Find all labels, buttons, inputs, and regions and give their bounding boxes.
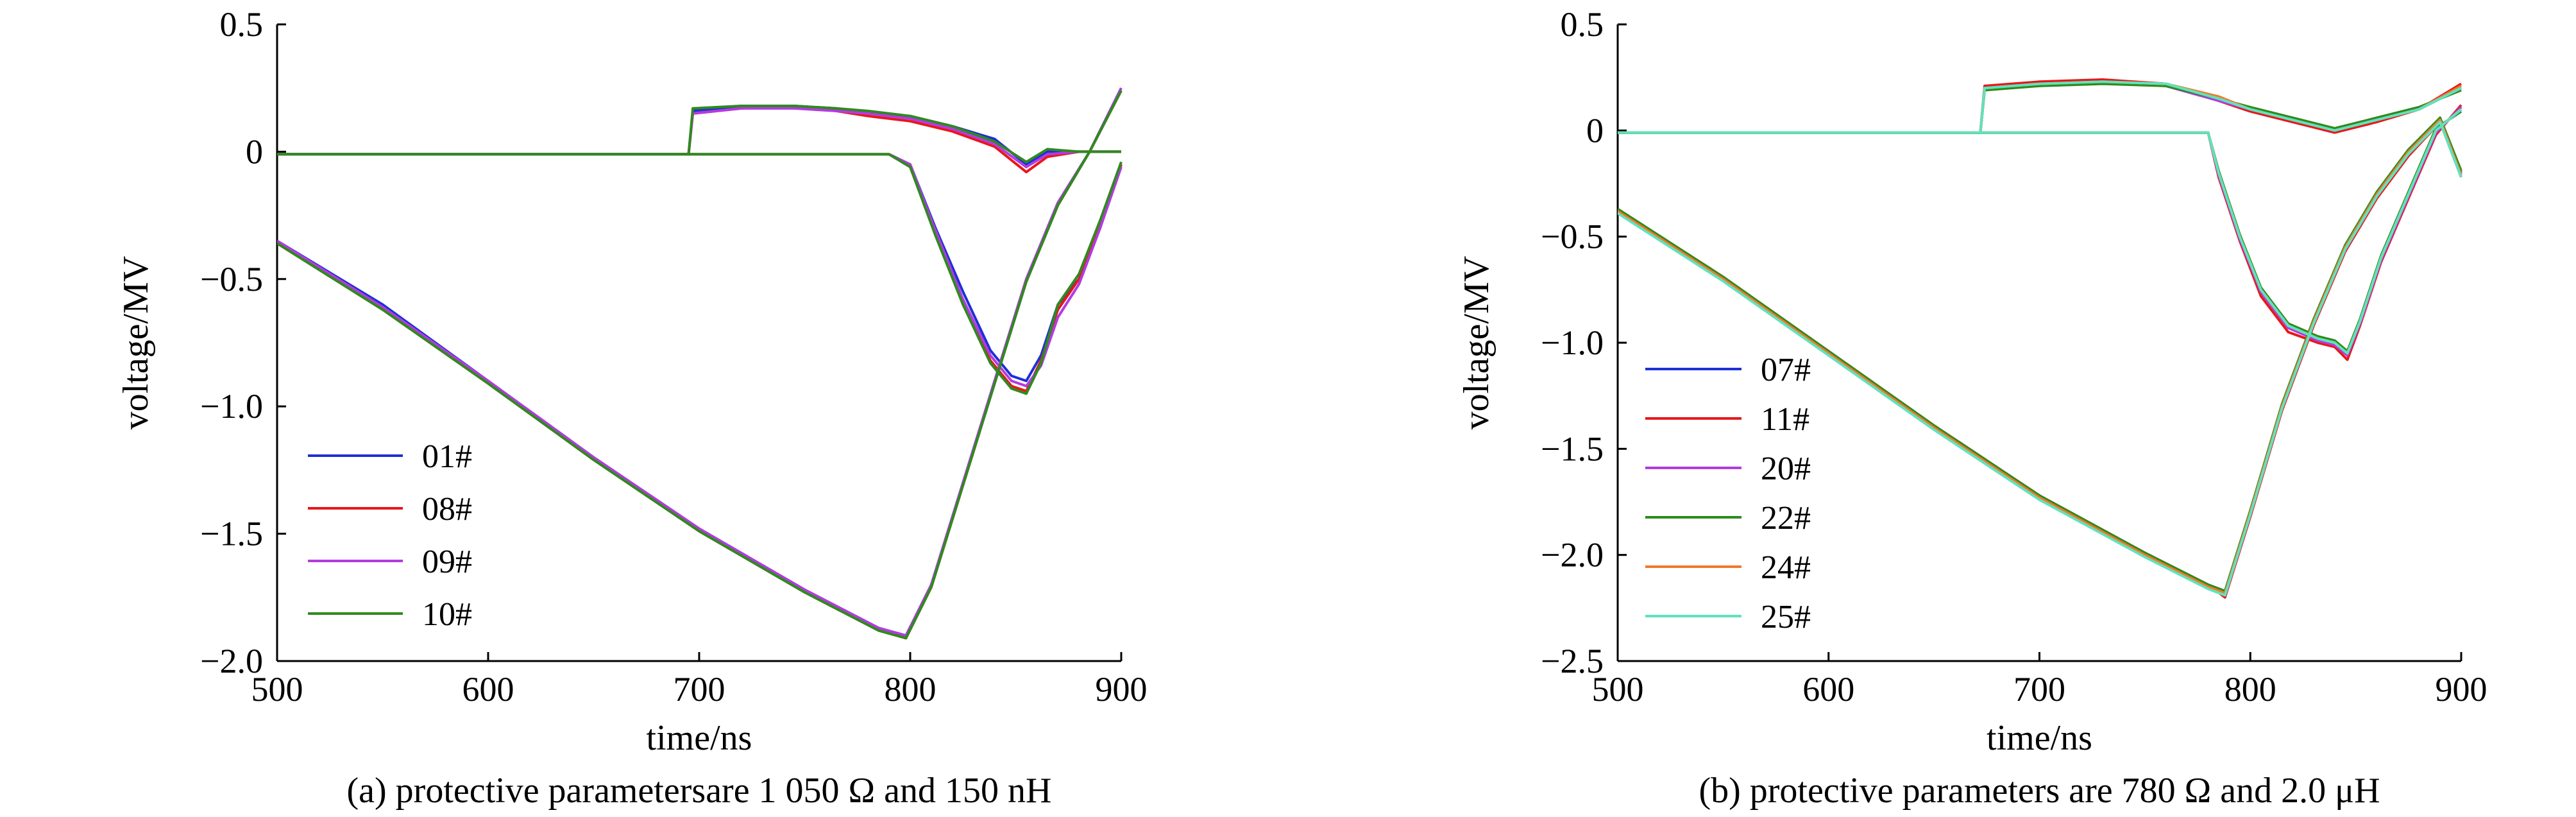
x-tick-label: 900 bbox=[1096, 670, 1148, 709]
series-25 bbox=[1618, 80, 2462, 597]
series-line bbox=[277, 153, 1123, 395]
series-07 bbox=[1618, 80, 2462, 595]
series-line bbox=[1618, 110, 2462, 353]
y-tick-label: −2.5 bbox=[1541, 642, 1604, 680]
legend-label: 10# bbox=[422, 596, 472, 633]
x-tick-label: 800 bbox=[2224, 670, 2276, 709]
series-20 bbox=[1618, 80, 2462, 597]
series-line bbox=[1618, 78, 2462, 134]
series-line bbox=[1618, 108, 2462, 355]
chart-caption: (a) protective parametersare 1 050 Ω and… bbox=[347, 771, 1052, 811]
x-tick-label: 700 bbox=[2013, 670, 2065, 709]
series-line bbox=[1618, 118, 2462, 597]
chart-caption: (b) protective parameters are 780 Ω and … bbox=[1699, 771, 2380, 811]
series-08 bbox=[277, 90, 1123, 640]
legend-label: 24# bbox=[1761, 549, 1811, 586]
series-line bbox=[277, 105, 1121, 166]
chart-panel-b: 500 600 700 800 900 0.5 0 −0.5 −1.0 −1.5 −2.0 −2.5 t… bbox=[1457, 5, 2487, 811]
legend-label: 20# bbox=[1761, 451, 1811, 487]
series-line bbox=[1618, 80, 2462, 134]
series-line bbox=[277, 153, 1123, 383]
y-tick-label: −1.0 bbox=[1541, 323, 1604, 362]
series-line bbox=[1618, 80, 2462, 134]
y-tick-label: −2.0 bbox=[1541, 536, 1604, 574]
y-tick-label: −1.5 bbox=[1541, 429, 1604, 468]
y-axis-label: voltage/MV bbox=[116, 256, 156, 430]
x-tick-label: 900 bbox=[2436, 670, 2487, 709]
x-tick-label: 500 bbox=[1592, 670, 1644, 709]
series-11 bbox=[1618, 78, 2462, 599]
y-tick-label: −1.5 bbox=[200, 515, 263, 553]
series-line bbox=[277, 153, 1123, 388]
x-tick-label: 500 bbox=[251, 670, 303, 709]
series-line bbox=[1618, 118, 2462, 595]
series-line bbox=[1618, 106, 2462, 357]
series-line bbox=[1618, 121, 2462, 597]
legend-label: 01# bbox=[422, 438, 472, 475]
series-line bbox=[1618, 80, 2462, 134]
y-tick-label: 0.5 bbox=[1561, 5, 1604, 44]
x-axis-label: time/ns bbox=[1987, 718, 2092, 758]
y-tick-label: 0 bbox=[1586, 111, 1604, 150]
x-tick-label: 600 bbox=[462, 670, 514, 709]
x-tick-label: 800 bbox=[885, 670, 936, 709]
series-10 bbox=[277, 90, 1123, 640]
legend-label: 09# bbox=[422, 544, 472, 580]
series-line bbox=[277, 105, 1121, 164]
x-axis-label: time/ns bbox=[647, 718, 752, 758]
legend-label: 25# bbox=[1761, 599, 1811, 635]
y-tick-label: −0.5 bbox=[200, 260, 263, 298]
legend-label: 08# bbox=[422, 491, 472, 528]
series-line bbox=[1618, 108, 2462, 355]
series-line bbox=[1618, 116, 2462, 592]
y-tick-label: −2.0 bbox=[200, 642, 263, 680]
chart-panel-a: 500 600 700 800 900 0.5 0 −0.5 −1.0 −1.5 −2.0 time/… bbox=[116, 5, 1148, 811]
series-line bbox=[1618, 118, 2462, 595]
series-24 bbox=[1618, 80, 2462, 595]
series-line bbox=[1618, 108, 2462, 355]
legend-label: 07# bbox=[1761, 352, 1811, 388]
legend-label: 22# bbox=[1761, 500, 1811, 537]
series-line bbox=[277, 90, 1123, 640]
series-09 bbox=[277, 87, 1123, 637]
x-tick-label: 700 bbox=[674, 670, 725, 709]
x-tick-label: 600 bbox=[1802, 670, 1854, 709]
y-tick-label: −1.0 bbox=[200, 387, 263, 426]
series-line bbox=[1618, 121, 2462, 599]
series-line bbox=[1618, 82, 2462, 134]
y-tick-label: −0.5 bbox=[1541, 218, 1604, 256]
y-tick-label: 0.5 bbox=[220, 5, 264, 44]
y-tick-label: 0 bbox=[246, 132, 263, 171]
y-axis-label: voltage/MV bbox=[1457, 256, 1496, 430]
series-line bbox=[1618, 80, 2462, 134]
series-22 bbox=[1618, 82, 2462, 592]
legend-label: 11# bbox=[1761, 401, 1809, 438]
series-line bbox=[1618, 104, 2462, 361]
